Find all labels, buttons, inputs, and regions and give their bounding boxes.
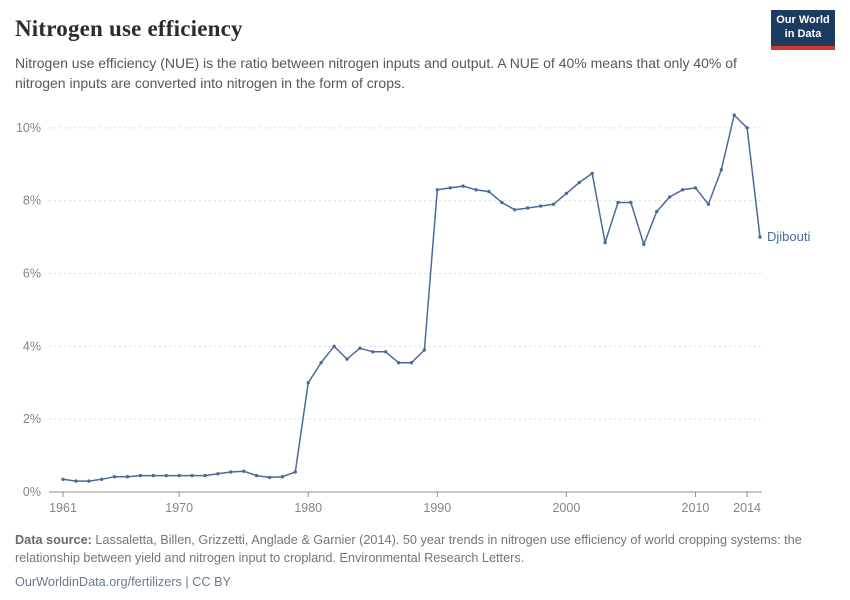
x-tick-label: 2010 — [682, 501, 710, 515]
x-tick-label: 2000 — [552, 501, 580, 515]
data-point[interactable] — [319, 361, 323, 365]
x-tick-label: 1980 — [294, 501, 322, 515]
data-point[interactable] — [526, 206, 530, 210]
data-point[interactable] — [745, 126, 749, 130]
data-point[interactable] — [254, 473, 259, 478]
data-point[interactable] — [242, 469, 246, 473]
data-point[interactable] — [474, 188, 478, 192]
data-point[interactable] — [706, 202, 711, 206]
data-point[interactable] — [409, 361, 414, 365]
data-point[interactable] — [293, 470, 297, 474]
x-tick-label: 2014 — [733, 501, 761, 515]
data-source-body: Lassaletta, Billen, Grizzetti, Anglade &… — [15, 533, 802, 566]
data-point[interactable] — [577, 180, 581, 185]
data-source-text: Data source: Lassaletta, Billen, Grizzet… — [15, 531, 837, 568]
data-point[interactable] — [551, 202, 556, 206]
data-point[interactable] — [538, 204, 543, 208]
data-point[interactable] — [616, 200, 620, 205]
x-tick-label: 1970 — [165, 501, 193, 515]
data-point[interactable] — [125, 475, 130, 479]
data-point[interactable] — [435, 188, 439, 192]
data-point[interactable] — [590, 171, 594, 176]
data-point[interactable] — [112, 475, 117, 479]
data-point[interactable] — [267, 475, 272, 480]
data-point[interactable] — [229, 470, 233, 474]
data-point[interactable] — [513, 208, 517, 212]
data-point[interactable] — [642, 242, 646, 247]
data-point[interactable] — [345, 357, 349, 361]
data-line[interactable] — [62, 114, 761, 482]
data-point[interactable] — [280, 475, 285, 479]
data-point[interactable] — [371, 350, 375, 354]
data-point[interactable] — [680, 188, 685, 192]
data-point[interactable] — [358, 346, 362, 350]
data-point[interactable] — [151, 473, 156, 478]
page-title: Nitrogen use efficiency — [15, 16, 243, 41]
data-point[interactable] — [332, 344, 336, 348]
chart-subtitle: Nitrogen use efficiency (NUE) is the rat… — [15, 55, 737, 92]
data-point[interactable] — [177, 473, 181, 478]
y-tick-label: 6% — [23, 267, 41, 281]
y-tick-label: 0% — [23, 485, 41, 499]
data-point[interactable] — [487, 189, 491, 194]
x-tick-label: 1990 — [423, 501, 451, 515]
data-point[interactable] — [384, 350, 388, 354]
license-link[interactable]: OurWorldinData.org/fertilizers | CC BY — [15, 574, 231, 589]
data-point[interactable] — [500, 200, 504, 205]
data-source-label: Data source: — [15, 533, 92, 547]
series-end-label: Djibouti — [767, 229, 810, 244]
data-point[interactable] — [74, 479, 78, 483]
data-point[interactable] — [164, 473, 168, 478]
data-point[interactable] — [655, 209, 659, 214]
data-point[interactable] — [190, 473, 194, 478]
data-point[interactable] — [422, 348, 427, 352]
data-point[interactable] — [629, 200, 633, 205]
data-point[interactable] — [87, 479, 91, 483]
data-point[interactable] — [396, 361, 401, 365]
data-point[interactable] — [693, 186, 698, 190]
y-tick-label: 4% — [23, 339, 41, 353]
data-point[interactable] — [306, 381, 310, 385]
chart-area: 0% 2% 4% 6% 8% 10% 1961 1970 1980 1990 2000 2010 201… — [0, 96, 850, 524]
data-point[interactable] — [203, 473, 207, 478]
data-point[interactable] — [758, 235, 762, 239]
y-tick-label: 10% — [16, 121, 41, 135]
owid-logo-line2: in Data — [784, 28, 822, 40]
nue-line-chart: 0% 2% 4% 6% 8% 10% 1961 1970 1980 1990 2000 2010 201… — [16, 113, 810, 515]
data-point[interactable] — [138, 473, 143, 478]
data-point[interactable] — [61, 477, 65, 481]
data-point[interactable] — [100, 477, 104, 481]
data-point[interactable] — [732, 113, 736, 117]
data-point[interactable] — [448, 186, 452, 190]
data-point[interactable] — [216, 472, 220, 476]
data-point[interactable] — [564, 191, 569, 196]
x-tick-label: 1961 — [49, 501, 77, 515]
data-point[interactable] — [603, 240, 607, 245]
data-point[interactable] — [719, 168, 723, 172]
y-tick-label: 8% — [23, 194, 41, 208]
chart-footer: Data source: Lassaletta, Billen, Grizzet… — [15, 531, 837, 591]
owid-logo-line1: Our World — [776, 14, 830, 27]
data-point[interactable] — [667, 195, 672, 199]
y-tick-label: 2% — [23, 412, 41, 426]
owid-logo[interactable]: Our World in Data — [771, 10, 835, 50]
data-point[interactable] — [461, 184, 465, 188]
